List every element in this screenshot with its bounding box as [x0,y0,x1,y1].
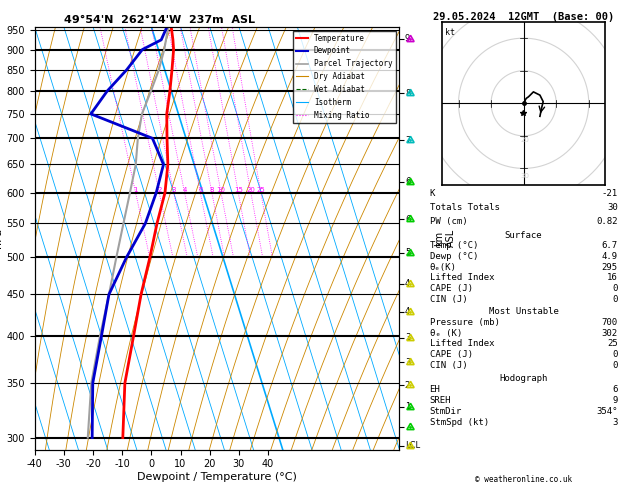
Text: 6: 6 [405,215,410,224]
Text: 10: 10 [216,187,226,193]
Y-axis label: hPa: hPa [0,228,4,248]
Text: 2: 2 [157,187,162,193]
Text: CIN (J): CIN (J) [430,361,467,370]
Text: 25: 25 [257,187,265,193]
Text: 3: 3 [172,187,176,193]
Text: 0: 0 [612,284,618,293]
Text: 7: 7 [405,136,410,145]
Text: 0: 0 [612,295,618,304]
Text: 9: 9 [405,34,410,43]
Text: 8: 8 [209,187,214,193]
Text: Hodograph: Hodograph [499,374,548,383]
Text: 1: 1 [133,187,138,193]
Legend: Temperature, Dewpoint, Parcel Trajectory, Dry Adiabat, Wet Adiabat, Isotherm, Mi: Temperature, Dewpoint, Parcel Trajectory… [293,31,396,122]
Text: 49°54'N  262°14'W  237m  ASL: 49°54'N 262°14'W 237m ASL [64,15,255,25]
Text: 4: 4 [405,279,410,288]
Text: 3: 3 [405,358,410,367]
Text: Totals Totals: Totals Totals [430,203,499,212]
Text: Lifted Index: Lifted Index [430,339,494,348]
Text: 6: 6 [405,177,410,187]
Text: 20: 20 [247,187,255,193]
Text: Temp (°C): Temp (°C) [430,241,478,250]
Text: 16: 16 [607,273,618,282]
Text: 15: 15 [234,187,243,193]
Text: 30: 30 [521,173,530,179]
Text: 5: 5 [405,248,410,257]
Text: PW (cm): PW (cm) [430,217,467,226]
Text: θₑ (K): θₑ (K) [430,329,462,338]
Text: 6: 6 [612,384,618,394]
Text: CAPE (J): CAPE (J) [430,284,472,293]
Y-axis label: km
ASL: km ASL [434,229,456,247]
Text: StmSpd (kt): StmSpd (kt) [430,418,489,427]
Text: θₑ(K): θₑ(K) [430,262,457,272]
Text: LCL: LCL [405,441,420,451]
Text: Lifted Index: Lifted Index [430,273,494,282]
Text: 295: 295 [601,262,618,272]
Text: 6.7: 6.7 [601,241,618,250]
Text: 8: 8 [405,88,410,98]
Text: 9: 9 [612,396,618,405]
Text: K: K [430,190,435,198]
Text: EH: EH [430,384,440,394]
Text: CAPE (J): CAPE (J) [430,350,472,360]
Text: 4: 4 [405,307,410,316]
Text: 354°: 354° [596,407,618,416]
Text: SREH: SREH [430,396,451,405]
Text: 1: 1 [405,402,410,411]
Text: 302: 302 [601,329,618,338]
Text: 20: 20 [521,138,530,143]
Text: Surface: Surface [505,231,542,240]
Text: 0: 0 [612,350,618,360]
Text: StmDir: StmDir [430,407,462,416]
Text: -21: -21 [601,190,618,198]
Text: 29.05.2024  12GMT  (Base: 00): 29.05.2024 12GMT (Base: 00) [433,12,615,22]
Text: CIN (J): CIN (J) [430,295,467,304]
Text: 25: 25 [607,339,618,348]
Text: 30: 30 [607,203,618,212]
X-axis label: Dewpoint / Temperature (°C): Dewpoint / Temperature (°C) [137,472,297,482]
Text: 4.9: 4.9 [601,252,618,261]
Text: 6: 6 [198,187,203,193]
Text: 0.82: 0.82 [596,217,618,226]
Text: kt: kt [445,28,455,37]
Text: 3: 3 [405,333,410,343]
Text: Pressure (mb): Pressure (mb) [430,317,499,327]
Text: 4: 4 [182,187,187,193]
Text: Dewp (°C): Dewp (°C) [430,252,478,261]
Text: 0: 0 [612,361,618,370]
Text: © weatheronline.co.uk: © weatheronline.co.uk [475,474,572,484]
Text: 700: 700 [601,317,618,327]
Text: 3: 3 [612,418,618,427]
Text: 2: 2 [405,381,410,390]
Text: Most Unstable: Most Unstable [489,307,559,316]
